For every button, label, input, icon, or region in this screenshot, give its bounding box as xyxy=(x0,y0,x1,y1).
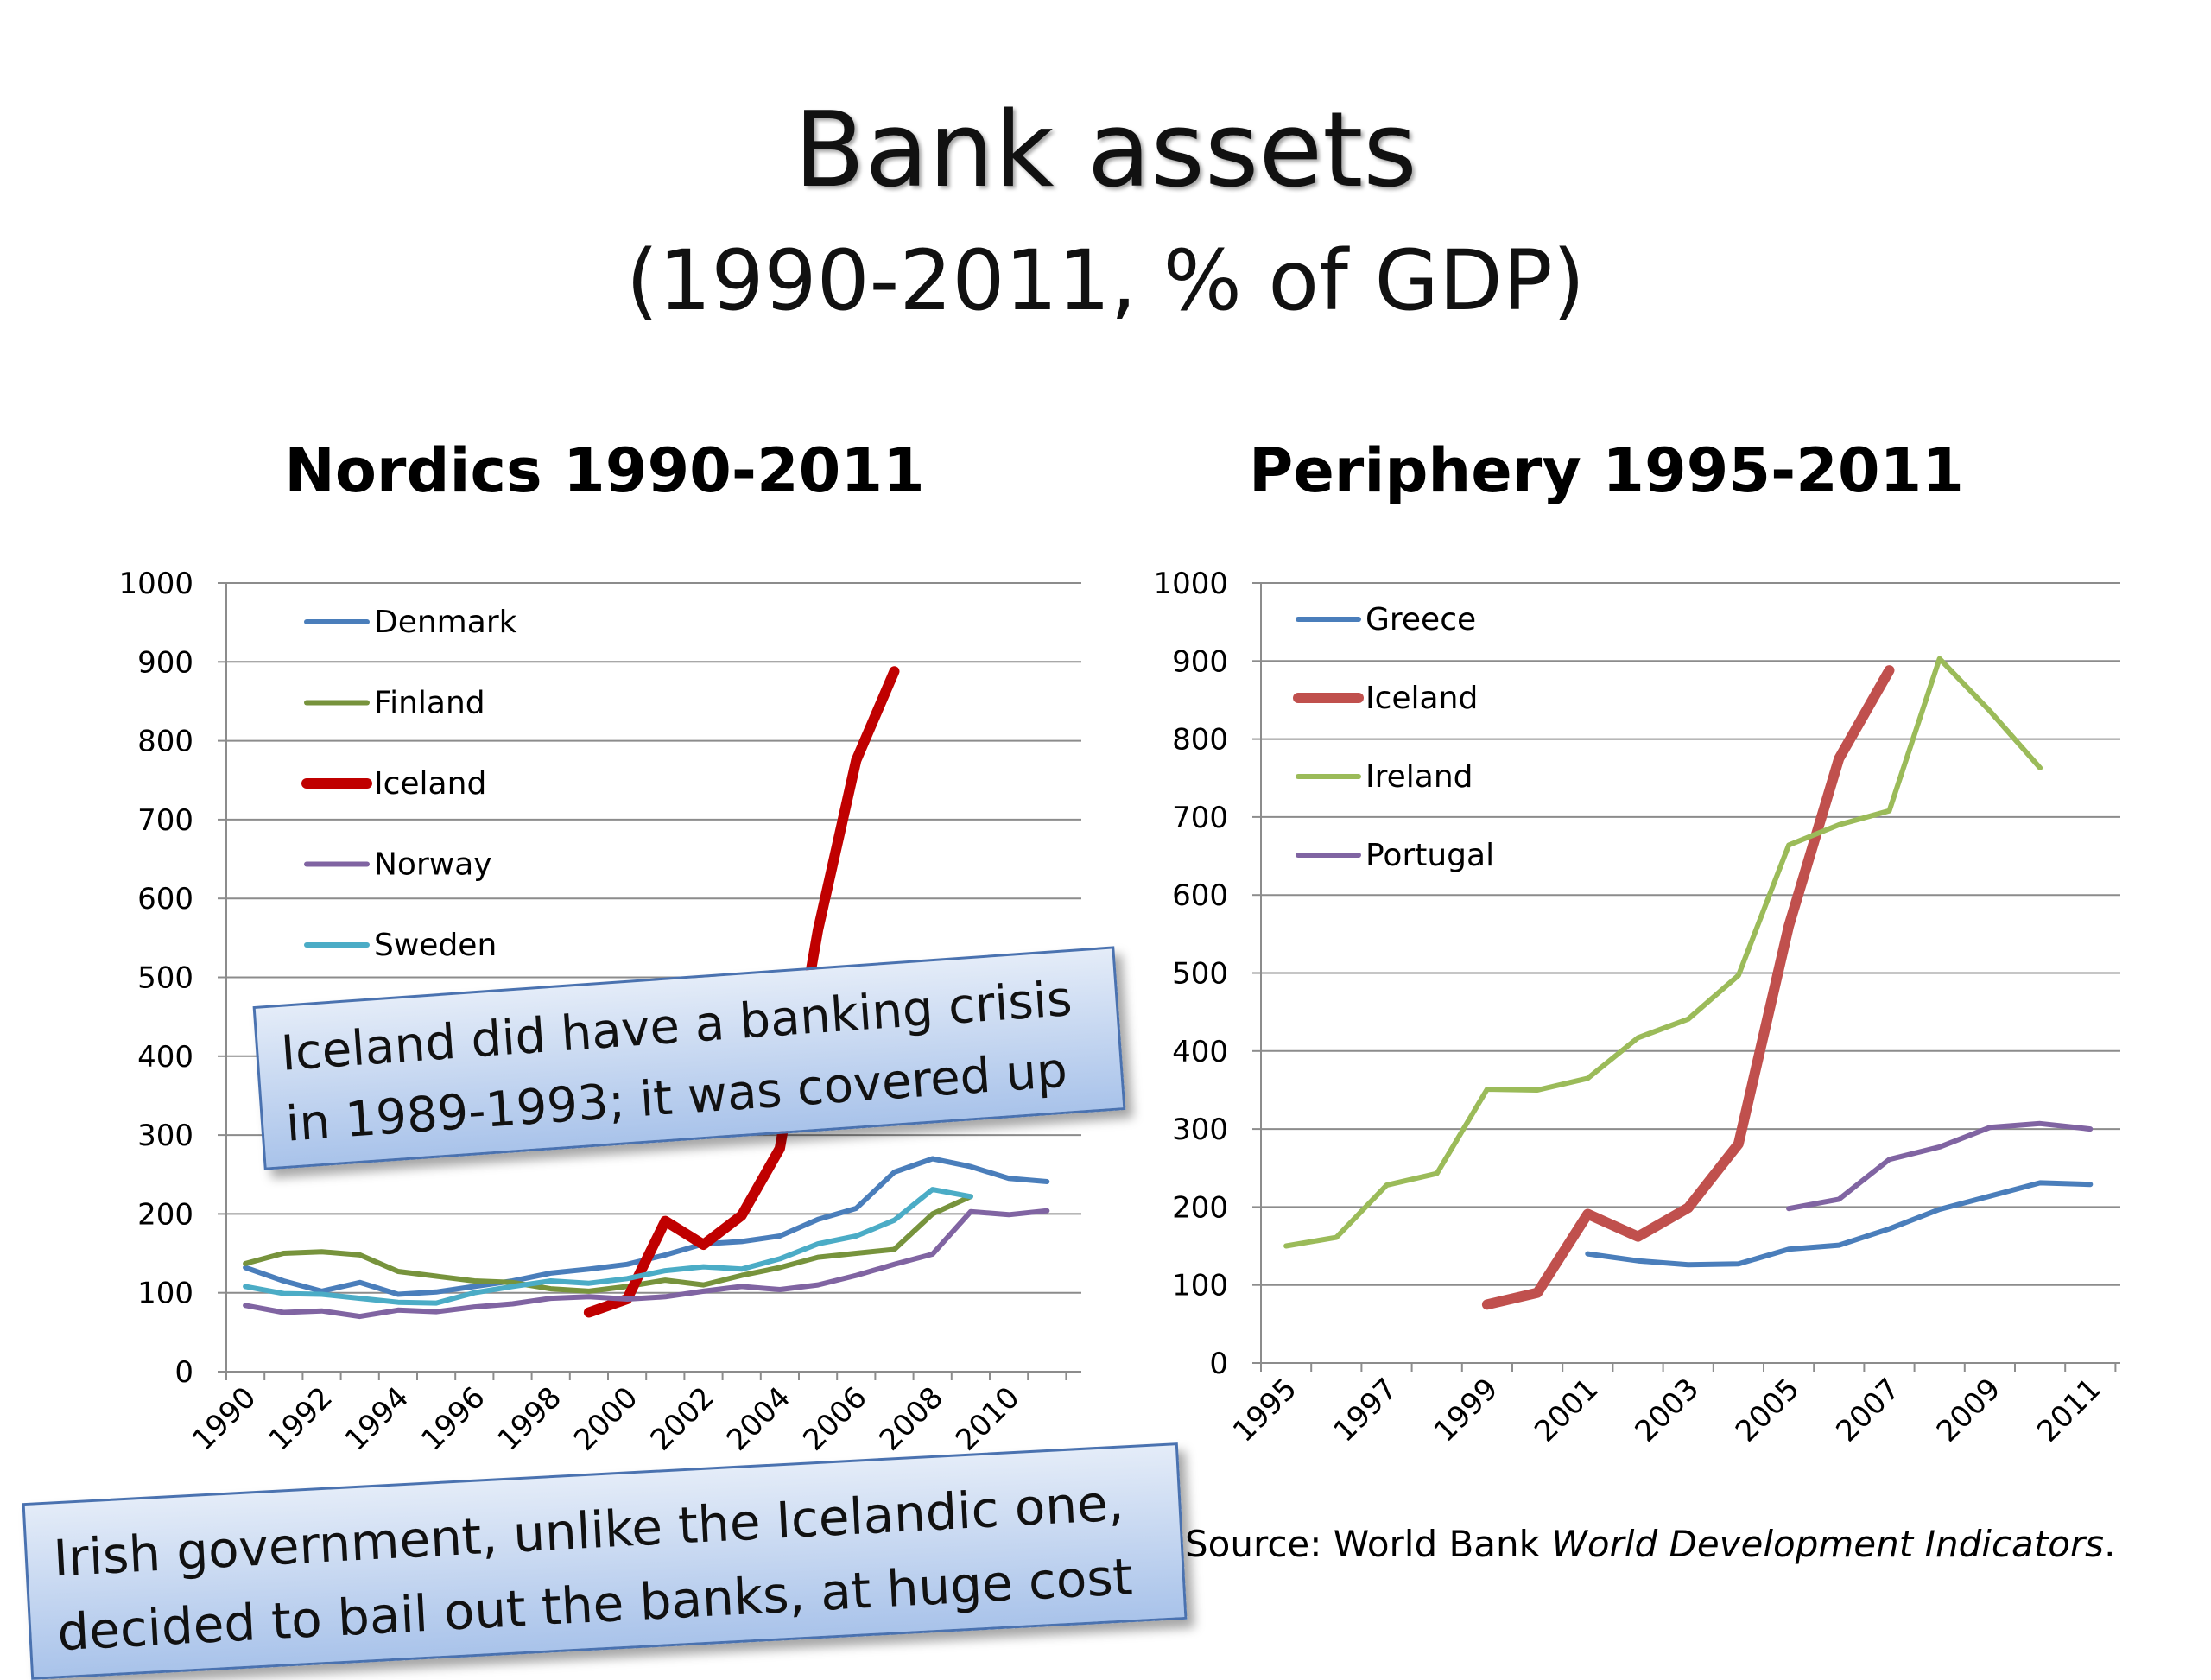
periphery-x-tick-label: 2007 xyxy=(1829,1372,1906,1449)
periphery-y-tick-label: 0 xyxy=(1209,1347,1228,1381)
periphery-y-tick-label: 200 xyxy=(1172,1190,1228,1225)
periphery-y-tick-label: 500 xyxy=(1172,957,1228,992)
periphery-legend-label-ireland: Ireland xyxy=(1365,759,1473,795)
nordics-y-tick-label: 800 xyxy=(137,725,193,759)
nordics-x-tick-label: 2000 xyxy=(567,1380,644,1457)
nordics-legend-label-norway: Norway xyxy=(374,847,492,883)
nordics-y-tick-label: 600 xyxy=(137,882,193,916)
nordics-x-tick-label: 1994 xyxy=(339,1380,415,1457)
slide-title: Bank assets xyxy=(794,91,1417,211)
chart-title-periphery: Periphery 1995-2011 xyxy=(1249,435,1964,506)
periphery-series-line-ireland xyxy=(1283,656,2043,1249)
chart-title-nordics: Nordics 1990-2011 xyxy=(284,435,925,506)
nordics-y-tick-label: 900 xyxy=(137,645,193,680)
nordics-x-tick-label: 1998 xyxy=(491,1380,568,1457)
nordics-y-tick-label: 500 xyxy=(137,961,193,996)
periphery-x-tick-label: 1997 xyxy=(1327,1372,1403,1449)
periphery-y-tick-label: 300 xyxy=(1172,1113,1228,1147)
nordics-legend-label-finland: Finland xyxy=(374,686,485,721)
nordics-x-tick-label: 2010 xyxy=(949,1380,1026,1457)
nordics-y-tick-label: 200 xyxy=(137,1197,193,1232)
nordics-x-tick-label: 2006 xyxy=(796,1380,873,1457)
source-italic: World Development Indicators xyxy=(1551,1523,2105,1565)
nordics-x-tick-label: 2004 xyxy=(720,1380,797,1457)
nordics-y-tick-label: 100 xyxy=(137,1277,193,1311)
nordics-legend-label-denmark: Denmark xyxy=(374,605,517,640)
periphery-x-tick-label: 2005 xyxy=(1729,1372,1806,1449)
periphery-legend-label-greece: Greece xyxy=(1365,602,1476,637)
source-prefix: Source: World Bank xyxy=(1185,1523,1552,1565)
nordics-x-tick-label: 2002 xyxy=(643,1380,720,1457)
periphery-legend-label-portugal: Portugal xyxy=(1365,838,1494,873)
source-note: Source: World Bank World Development Ind… xyxy=(1185,1518,2115,1570)
periphery-y-tick-label: 800 xyxy=(1172,723,1228,758)
nordics-series-line-sweden xyxy=(243,1187,973,1306)
nordics-y-tick-label: 300 xyxy=(137,1119,193,1153)
periphery-y-tick-label: 400 xyxy=(1172,1035,1228,1069)
periphery-legend-label-iceland: Iceland xyxy=(1365,681,1478,716)
periphery-series-line-greece xyxy=(1585,1180,2094,1268)
periphery-y-tick-label: 1000 xyxy=(1153,567,1228,601)
periphery-series-line-iceland xyxy=(1481,665,1895,1310)
periphery-x-tick-label: 2011 xyxy=(2030,1372,2107,1449)
periphery-y-tick-label: 900 xyxy=(1172,644,1228,679)
nordics-series-line-iceland xyxy=(583,666,900,1318)
nordics-x-tick-label: 1990 xyxy=(186,1380,263,1457)
periphery-x-tick-label: 2003 xyxy=(1629,1372,1706,1449)
nordics-series-line-finland xyxy=(243,1194,973,1294)
periphery-y-tick-label: 100 xyxy=(1172,1269,1228,1303)
nordics-y-tick-label: 400 xyxy=(137,1040,193,1075)
periphery-x-tick-label: 2009 xyxy=(1930,1372,2007,1449)
periphery-y-tick-label: 700 xyxy=(1172,801,1228,835)
nordics-x-tick-label: 1996 xyxy=(415,1380,491,1457)
nordics-legend-label-iceland: Iceland xyxy=(374,766,486,802)
periphery-x-tick-label: 1999 xyxy=(1428,1372,1505,1449)
nordics-legend-label-sweden: Sweden xyxy=(374,928,497,963)
nordics-y-tick-label: 1000 xyxy=(118,567,193,601)
periphery-series-line-portugal xyxy=(1786,1120,2094,1212)
source-suffix: . xyxy=(2104,1523,2116,1565)
nordics-series-line-norway xyxy=(243,1208,1050,1320)
nordics-x-tick-label: 2008 xyxy=(873,1380,950,1457)
slide-subtitle: (1990-2011, % of GDP) xyxy=(625,232,1586,329)
nordics-y-tick-label: 700 xyxy=(137,803,193,838)
periphery-x-tick-label: 1995 xyxy=(1226,1372,1303,1449)
periphery-y-tick-label: 600 xyxy=(1172,878,1228,913)
nordics-y-tick-label: 0 xyxy=(174,1355,193,1390)
nordics-x-tick-label: 1992 xyxy=(262,1380,339,1457)
periphery-x-tick-label: 2001 xyxy=(1528,1372,1605,1449)
